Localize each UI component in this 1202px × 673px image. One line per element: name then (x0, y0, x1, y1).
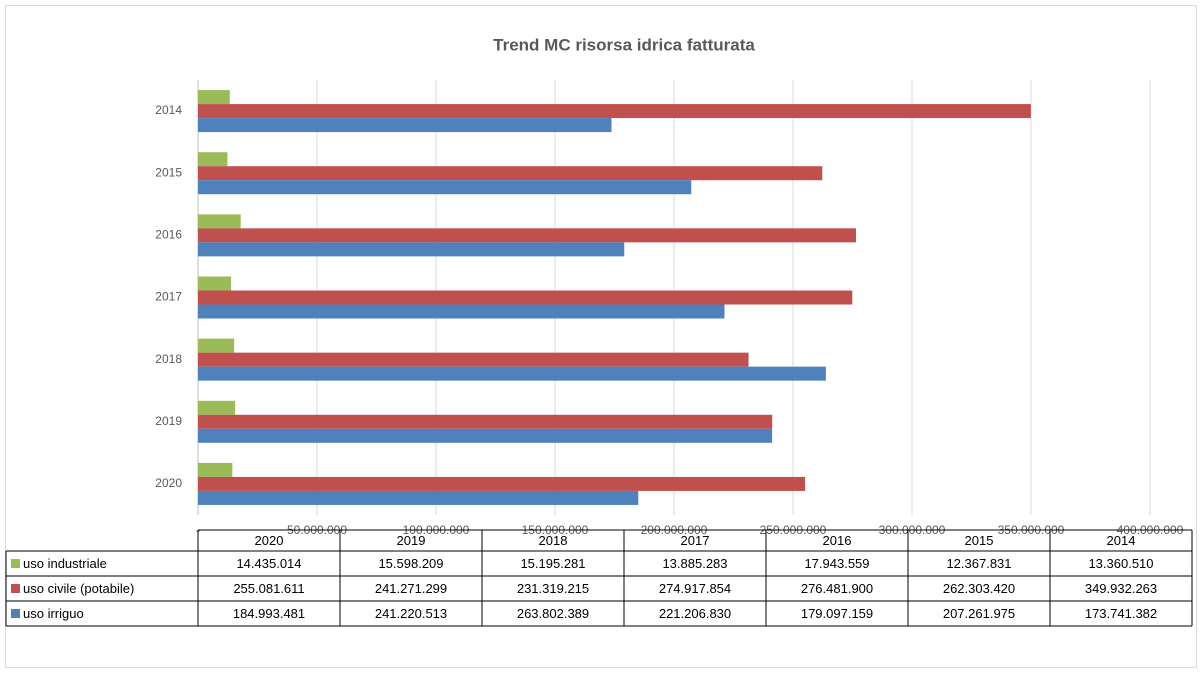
bar (198, 304, 725, 319)
table-value: 349.932.263 (1085, 581, 1157, 596)
table-value: 221.206.830 (659, 606, 731, 621)
legend-swatch (11, 559, 20, 568)
table-value: 13.360.510 (1088, 556, 1153, 571)
table-value: 173.741.382 (1085, 606, 1157, 621)
table-value: 179.097.159 (801, 606, 873, 621)
bar (198, 152, 228, 167)
table-header: 2020 (255, 533, 284, 548)
table-value: 207.261.975 (943, 606, 1015, 621)
bar (198, 290, 853, 305)
y-tick-label: 2017 (155, 290, 182, 304)
table-header: 2019 (397, 533, 426, 548)
table-header: 2017 (681, 533, 710, 548)
bar (198, 214, 241, 229)
legend-label: uso civile (potabile) (23, 581, 134, 596)
table-value: 241.271.299 (375, 581, 447, 596)
bar (198, 462, 233, 477)
table-header: 2015 (965, 533, 994, 548)
legend-swatch (11, 609, 20, 618)
table-value: 15.598.209 (378, 556, 443, 571)
bar (198, 242, 625, 257)
bar (198, 400, 236, 415)
bar (198, 166, 823, 181)
table-value: 274.917.854 (659, 581, 731, 596)
y-tick-label: 2015 (155, 165, 182, 179)
table-value: 15.195.281 (520, 556, 585, 571)
bar (198, 90, 230, 105)
table-value: 255.081.611 (233, 581, 304, 596)
y-tick-label: 2014 (155, 103, 182, 117)
bar (198, 476, 806, 491)
table-value: 263.802.389 (517, 606, 589, 621)
y-tick-label: 2019 (155, 414, 182, 428)
table-header: 2014 (1107, 533, 1136, 548)
bar (198, 104, 1031, 119)
table-value: 241.220.513 (375, 606, 447, 621)
y-tick-label: 2016 (155, 228, 182, 242)
bar (198, 490, 639, 505)
table-value: 262.303.420 (943, 581, 1015, 596)
table-value: 13.885.283 (662, 556, 727, 571)
bar (198, 414, 773, 429)
bar (198, 118, 612, 133)
bar (198, 180, 692, 195)
table-header: 2018 (539, 533, 568, 548)
bar (198, 276, 232, 291)
table-value: 231.319.215 (517, 581, 589, 596)
bar (198, 366, 826, 381)
y-tick-label: 2018 (155, 352, 182, 366)
table-value: 12.367.831 (946, 556, 1011, 571)
legend-swatch (11, 584, 20, 593)
table-value: 14.435.014 (236, 556, 301, 571)
y-tick-label: 2020 (155, 476, 182, 490)
table-value: 184.993.481 (233, 606, 305, 621)
table-value: 276.481.900 (801, 581, 873, 596)
bar (198, 428, 773, 443)
legend-label: uso irriguo (23, 606, 84, 621)
bar (198, 352, 749, 367)
legend-label: uso industriale (23, 556, 107, 571)
bar (198, 338, 235, 353)
bar (198, 228, 857, 243)
table-value: 17.943.559 (804, 556, 869, 571)
chart-title: Trend MC risorsa idrica fatturata (493, 35, 755, 54)
table-header: 2016 (823, 533, 852, 548)
